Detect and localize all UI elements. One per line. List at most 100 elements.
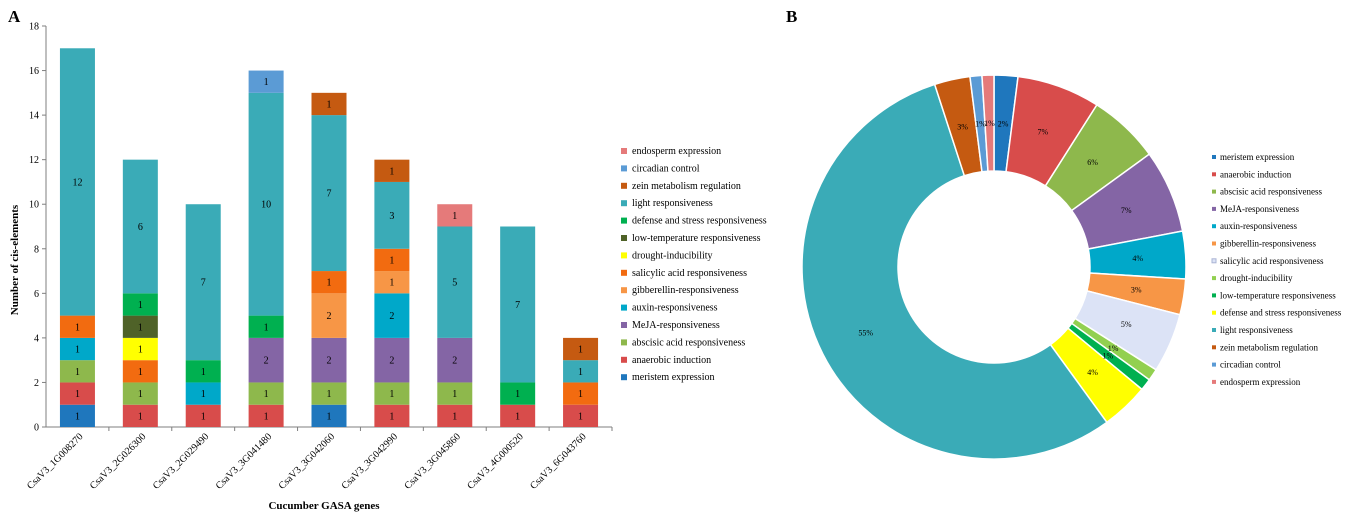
bar-data-label: 7 <box>201 278 206 289</box>
bar-data-label: 1 <box>138 345 143 356</box>
x-tick-label: CsaV3_2G029490 <box>151 431 211 491</box>
x-tick-label: CsaV3_3G041480 <box>214 431 274 491</box>
x-tick-label: CsaV3_1G008270 <box>25 431 85 491</box>
legend-entry-drought-inducibility: drought-inducibility <box>632 250 713 261</box>
bar-data-label: 2 <box>389 356 394 367</box>
legend-entry-meja-responsiveness: MeJA-responsiveness <box>632 320 720 331</box>
bar-segment-anaerobic-induction <box>122 404 158 427</box>
bar-data-label: 3 <box>389 211 394 222</box>
bar-data-label: 1 <box>578 367 583 378</box>
donut-data-label: 2% <box>998 119 1009 128</box>
bar-data-label: 1 <box>327 99 332 110</box>
bar-data-label: 1 <box>264 322 269 333</box>
bar-data-label: 1 <box>75 322 80 333</box>
legend-swatch <box>1212 362 1216 367</box>
donut-data-label: 5% <box>1121 320 1132 329</box>
bar-segment-abscisic-acid-responsiveness <box>374 382 410 405</box>
bar-segment-light-responsiveness <box>248 92 284 316</box>
x-axis-label: Cucumber GASA genes <box>268 500 380 512</box>
legend-swatch <box>1212 155 1216 159</box>
donut-data-label: 4% <box>1132 254 1143 263</box>
legend-entry-auxin-responsiveness: auxin-responsiveness <box>1220 221 1297 231</box>
bar-segment-auxin-responsiveness <box>185 382 221 405</box>
x-tick-label: CsaV3_6G043760 <box>528 431 588 491</box>
bar-segment-zein-metabolism-regulation <box>311 92 347 116</box>
panel-label-a: A <box>8 7 21 26</box>
donut-data-label: 3% <box>957 122 968 131</box>
legend-swatch <box>621 235 627 241</box>
bar-data-label: 1 <box>138 300 143 311</box>
bar-segment-meja-responsiveness <box>374 337 410 383</box>
donut-slices <box>801 74 1187 460</box>
y-tick-label: 0 <box>34 423 39 434</box>
legend-swatch <box>621 269 627 276</box>
donut-data-label: 4% <box>1087 368 1098 377</box>
bar-data-label: 5 <box>452 278 457 289</box>
bar-data-label: 1 <box>264 411 269 422</box>
bar-segment-meja-responsiveness <box>311 337 347 383</box>
donut-data-label: 7% <box>1121 206 1132 215</box>
legend-entry-salicylic-acid-responsiveness: salicylic acid responsiveness <box>632 268 747 279</box>
bar-data-label: 1 <box>201 389 206 400</box>
legend-swatch <box>621 217 627 224</box>
bar-data-label: 1 <box>75 389 80 400</box>
bar-data-label: 1 <box>389 166 394 177</box>
bar-data-label: 1 <box>75 411 80 422</box>
bar-data-label: 7 <box>327 189 332 200</box>
legend-entry-circadian-control: circadian control <box>632 163 700 174</box>
legend-entry-low-temperature-responsiveness: low-temperature responsiveness <box>1220 290 1336 300</box>
bar-data-label: 1 <box>452 411 457 422</box>
bar-segment-meja-responsiveness <box>437 337 473 383</box>
legend-swatch <box>1212 189 1216 194</box>
legend-swatch <box>621 356 627 363</box>
bar-data-label: 1 <box>389 255 394 266</box>
legend-entry-light-responsiveness: light responsiveness <box>632 198 713 209</box>
y-tick-label: 16 <box>29 66 39 77</box>
legend-entry-abscisic-acid-responsiveness: abscisic acid responsiveness <box>632 337 745 348</box>
legend-entry-endosperm-expression: endosperm expression <box>1220 377 1301 387</box>
bar-segment-auxin-responsiveness <box>374 293 410 338</box>
bar-segment-abscisic-acid-responsiveness <box>122 382 158 405</box>
bar-data-label: 2 <box>264 356 269 367</box>
donut-slice-labels: 2%7%6%7%4%3%5%1%1%4%55%3% 1%1% <box>858 119 1143 377</box>
bar-segment-abscisic-acid-responsiveness <box>59 360 95 383</box>
legend-swatch <box>621 182 627 189</box>
bar-segment-light-responsiveness <box>437 226 473 338</box>
bar-segment-anaerobic-induction <box>500 404 536 427</box>
bar-segment-salicylic-acid-responsiveness <box>311 271 347 294</box>
legend-entry-defense-and-stress-responsiveness: defense and stress responsiveness <box>1220 308 1342 318</box>
bar-data-label: 1 <box>138 367 143 378</box>
bar-segment-light-responsiveness <box>500 226 536 383</box>
legend-entry-anaerobic-induction: anaerobic induction <box>632 355 711 366</box>
bar-segment-light-responsiveness <box>311 115 347 272</box>
bar-data-label: 1 <box>201 411 206 422</box>
bar-data-label: 1 <box>327 278 332 289</box>
bar-segment-meristem-expression <box>311 404 347 427</box>
legend-swatch <box>621 374 627 381</box>
bar-data-label: 1 <box>75 367 80 378</box>
bar-segment-anaerobic-induction <box>248 404 284 427</box>
legend-swatch <box>1211 258 1217 264</box>
bar-segment-defense-and-stress-responsiveness <box>122 293 158 316</box>
legend-entry-light-responsiveness: light responsiveness <box>1220 325 1293 335</box>
bar-segment-anaerobic-induction <box>563 404 599 427</box>
bar-data-label: 1 <box>327 411 332 422</box>
donut-data-label: 55% <box>858 328 873 337</box>
bar-data-label: 2 <box>327 356 332 367</box>
legend-swatch <box>621 304 627 311</box>
legend-swatch <box>621 252 627 259</box>
legend-entry-defense-and-stress-responsiveness: defense and stress responsiveness <box>632 216 767 227</box>
donut-data-label: 3% <box>1131 286 1142 295</box>
bar-segment-defense-and-stress-responsiveness <box>500 382 536 405</box>
bar-segment-salicylic-acid-responsiveness <box>122 360 158 383</box>
legend-entry-gibberellin-responsiveness: gibberellin-responsiveness <box>1220 239 1316 249</box>
bar-segment-auxin-responsiveness <box>59 337 95 361</box>
bar-chart-bars: 1111112111111611171121101112217111221131… <box>59 48 599 427</box>
legend-swatch <box>621 287 627 294</box>
legend-entry-abscisic-acid-responsiveness: abscisic acid responsiveness <box>1220 187 1322 197</box>
bar-data-label: 2 <box>327 311 332 322</box>
bar-segment-low-temperature-responsiveness <box>122 315 158 338</box>
donut-data-label: 6% <box>1087 158 1098 167</box>
bar-data-label: 1 <box>75 345 80 356</box>
legend-swatch <box>621 165 627 172</box>
